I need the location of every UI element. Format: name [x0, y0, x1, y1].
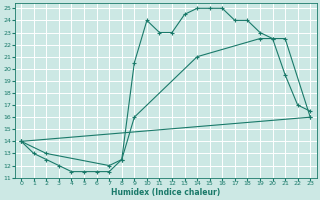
- X-axis label: Humidex (Indice chaleur): Humidex (Indice chaleur): [111, 188, 220, 197]
